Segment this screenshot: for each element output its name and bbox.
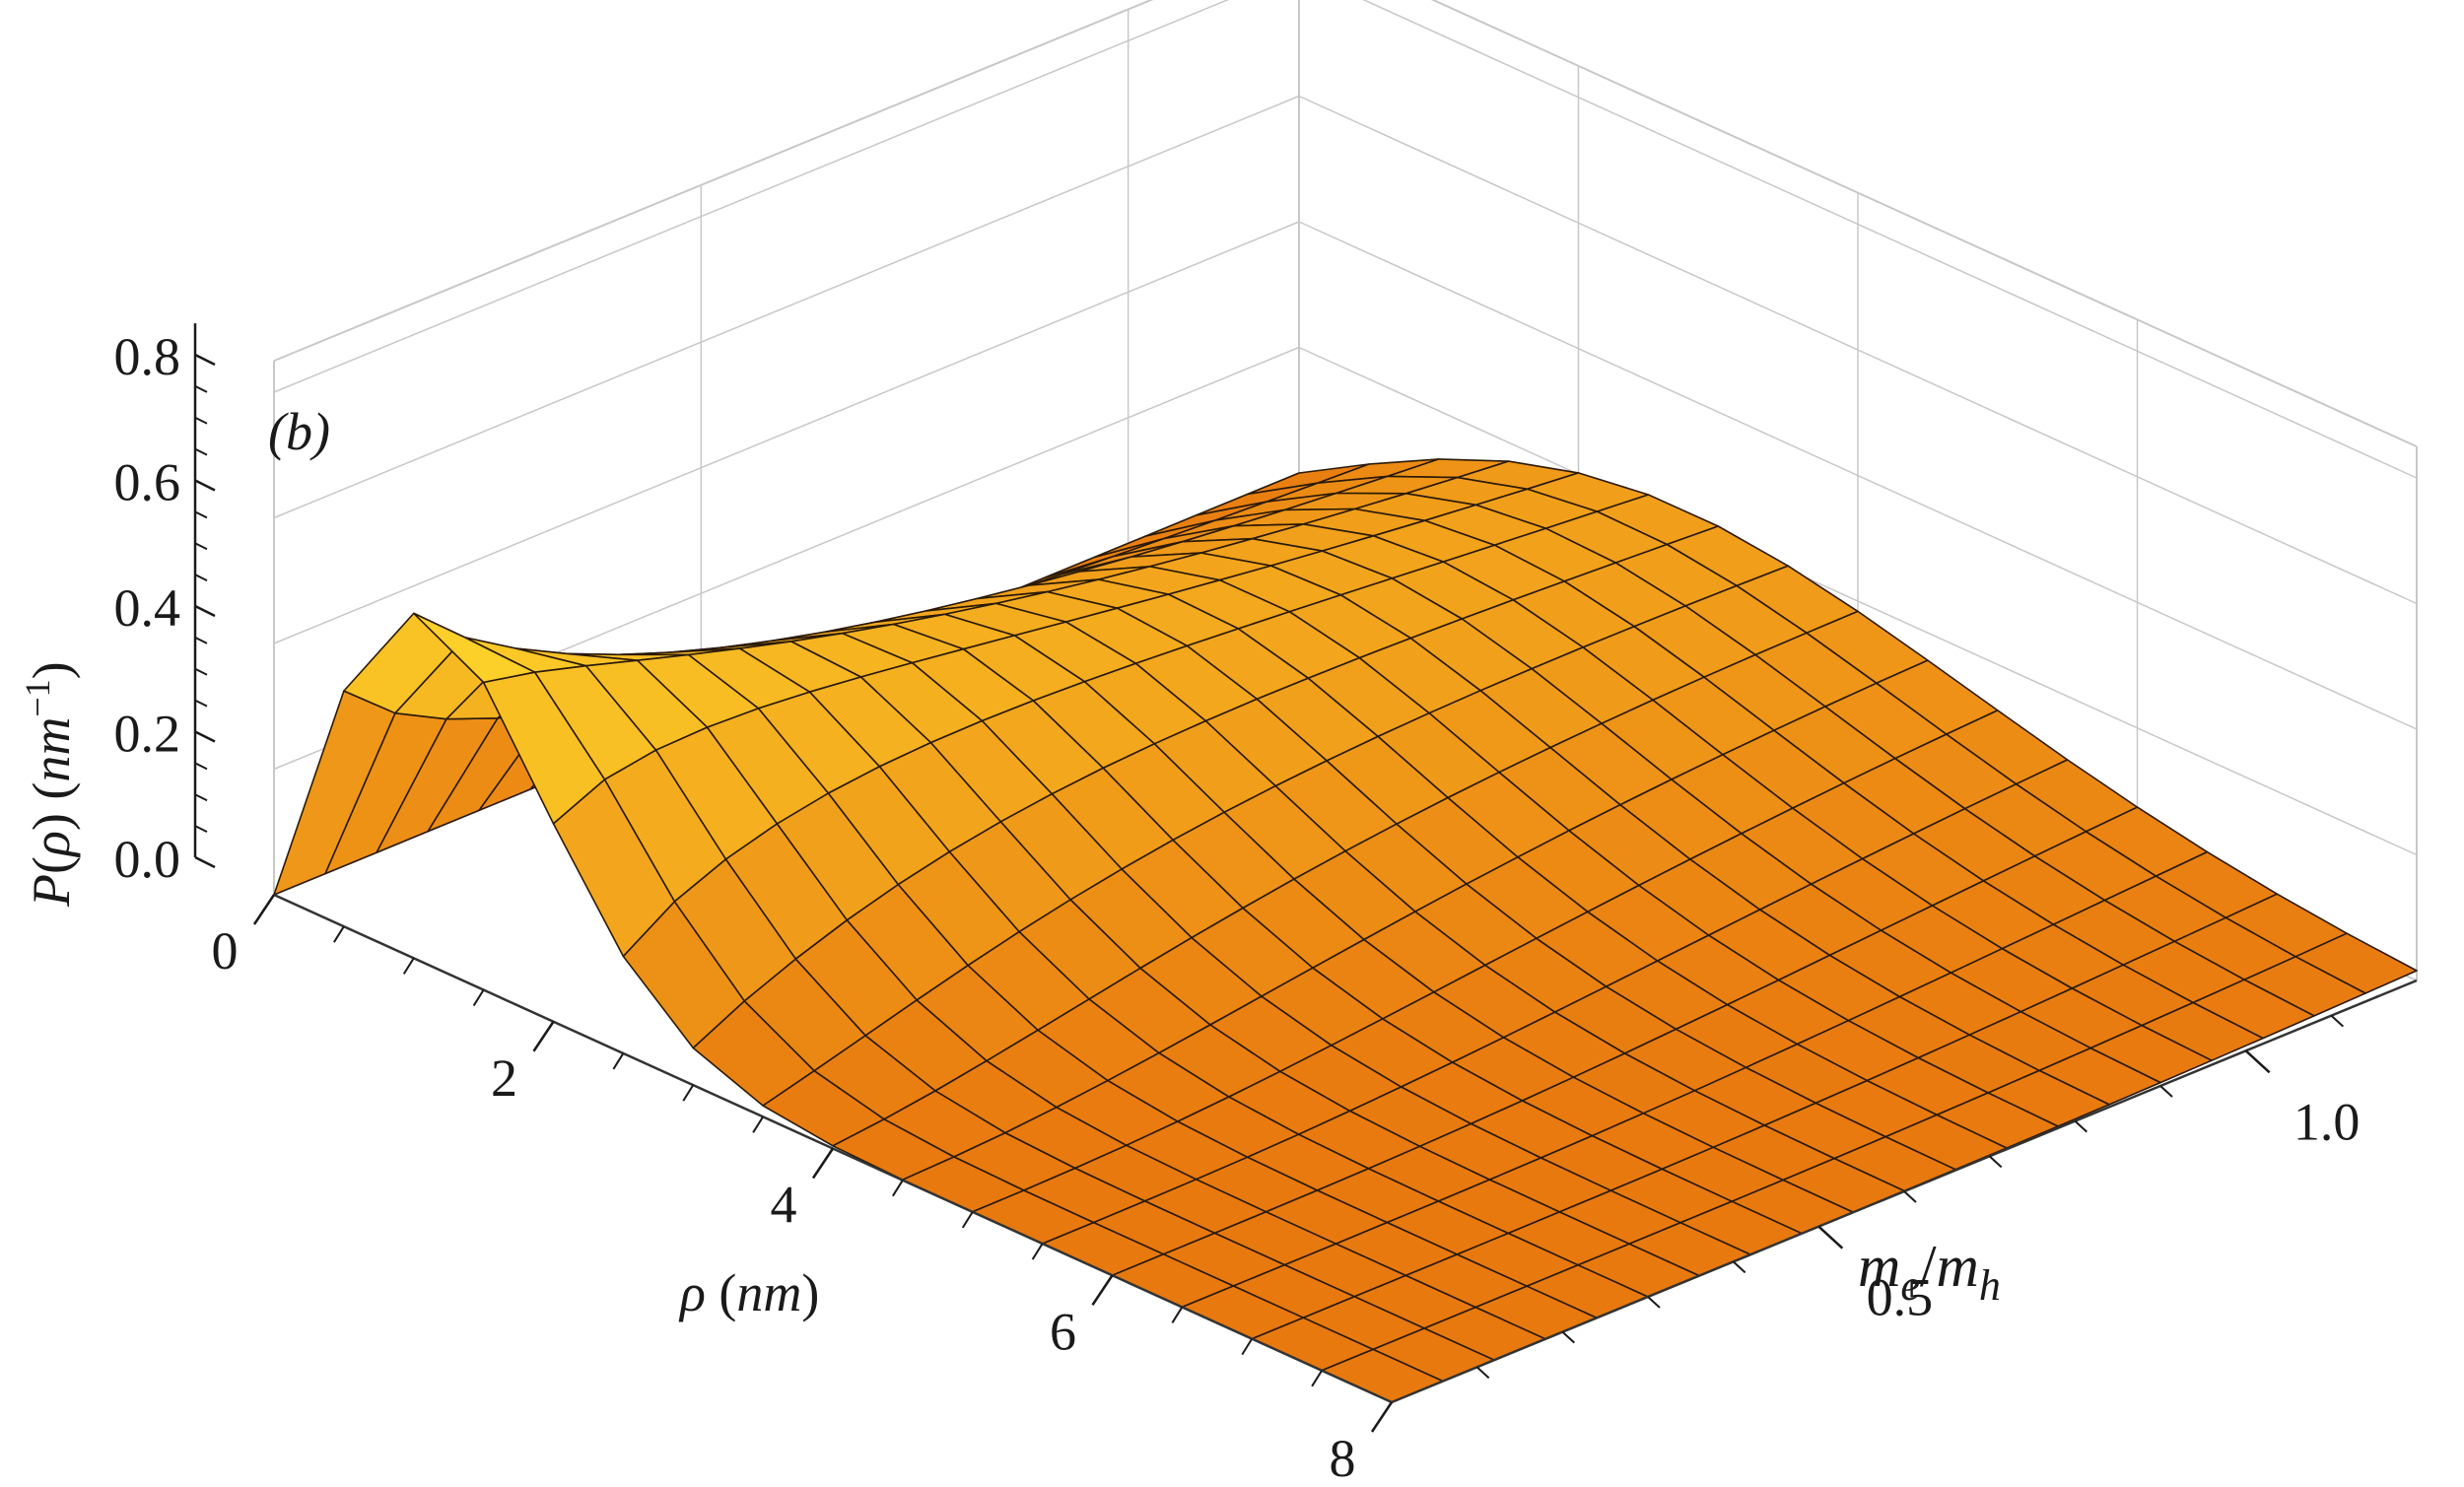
- z-minor-tick: [194, 667, 208, 676]
- y-axis-label: me/mh: [1858, 1234, 2001, 1310]
- y-minor-tick: [1903, 1190, 1917, 1203]
- z-minor-tick: [194, 447, 208, 456]
- y-minor-tick: [1561, 1330, 1576, 1344]
- y-tick-1: [2244, 1049, 2271, 1074]
- z-minor-tick: [194, 825, 208, 834]
- x-tick-1: [532, 1021, 555, 1052]
- z-tick-1: [194, 730, 216, 743]
- x-minor-tick: [682, 1084, 695, 1102]
- x-minor-tick: [472, 989, 485, 1007]
- x-tick-2: [811, 1147, 835, 1180]
- y-tick-label-0: 0.5: [1867, 1268, 1934, 1327]
- x-tick-label-4: 8: [1330, 1429, 1356, 1487]
- y-tick-0: [1817, 1225, 1844, 1250]
- x-minor-tick: [752, 1115, 764, 1133]
- z-minor-tick: [194, 416, 208, 425]
- back-grid-z-2: [273, 95, 1300, 519]
- surface-mesh: [273, 458, 2418, 1403]
- x-axis-label: ρ (nm): [678, 1263, 819, 1322]
- x-tick-3: [1091, 1274, 1114, 1306]
- x-minor-tick: [961, 1211, 974, 1229]
- x-tick-0: [252, 894, 276, 925]
- y-tick-label-1: 1.0: [2293, 1092, 2361, 1151]
- z-tick-4: [194, 353, 216, 367]
- back-grid-z-3: [273, 0, 1230, 393]
- y-minor-tick: [2074, 1119, 2088, 1133]
- x-tick-label-1: 2: [491, 1048, 517, 1108]
- z-axis-label: P(ρ) (nm−1): [18, 661, 81, 908]
- y-minor-tick: [1647, 1296, 1661, 1309]
- x-tick-4: [1370, 1401, 1394, 1433]
- z-minor-tick: [194, 574, 208, 582]
- z-tick-0: [194, 855, 216, 869]
- y-minor-tick: [2330, 1014, 2345, 1028]
- y-minor-tick: [1475, 1366, 1490, 1380]
- z-minor-tick: [194, 636, 208, 644]
- x-minor-tick: [892, 1180, 904, 1197]
- y-minor-tick: [1988, 1155, 2003, 1169]
- z-tick-label-1: 0.2: [114, 705, 181, 764]
- panel-label: (b): [268, 402, 330, 461]
- z-minor-tick: [194, 793, 208, 802]
- z-tick-label-2: 0.4: [114, 578, 181, 638]
- x-tick-label-2: 4: [771, 1176, 797, 1235]
- z-minor-tick: [194, 699, 208, 708]
- z-tick-2: [194, 604, 216, 618]
- x-minor-tick: [1311, 1370, 1323, 1387]
- z-minor-tick: [194, 762, 208, 771]
- x-tick-label-3: 6: [1050, 1302, 1076, 1361]
- x-minor-tick: [1171, 1306, 1184, 1323]
- x-minor-tick: [333, 925, 345, 943]
- x-minor-tick: [402, 957, 415, 975]
- z-minor-tick: [194, 510, 208, 519]
- z-minor-tick: [194, 542, 208, 551]
- x-minor-tick: [612, 1052, 625, 1070]
- z-tick-3: [194, 479, 216, 492]
- x-minor-tick: [1031, 1243, 1044, 1260]
- z-minor-tick: [194, 384, 208, 393]
- axis-ticks: 0 2 4 6 8 0.5 1.0 0.0 0.2 0.4 0.6 0.8: [114, 323, 2361, 1487]
- y-minor-tick: [2159, 1085, 2173, 1098]
- z-tick-label-0: 0.0: [114, 830, 181, 889]
- x-minor-tick: [1241, 1338, 1254, 1356]
- z-tick-label-4: 0.8: [114, 327, 181, 386]
- x-tick-label-0: 0: [212, 921, 239, 980]
- z-tick-label-3: 0.6: [114, 453, 181, 512]
- y-minor-tick: [1732, 1260, 1746, 1274]
